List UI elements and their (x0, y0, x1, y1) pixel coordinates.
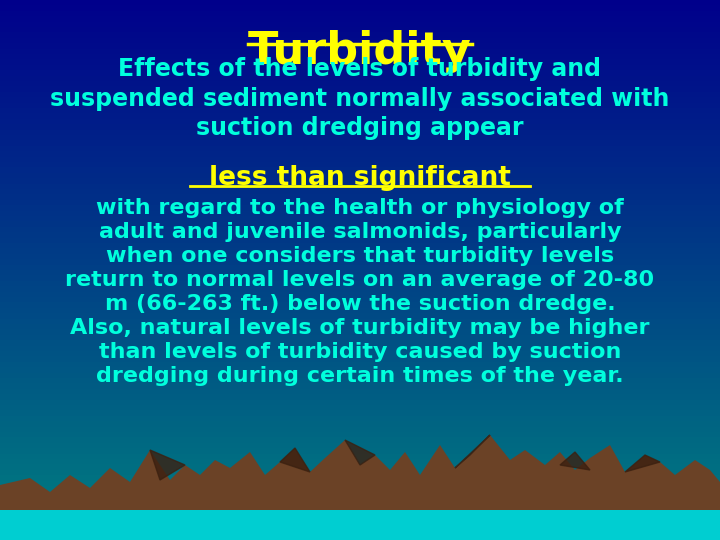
Text: Effects of the levels of turbidity and
suspended sediment normally associated wi: Effects of the levels of turbidity and s… (50, 57, 670, 140)
Text: less than significant: less than significant (209, 165, 511, 191)
Bar (0, 510, 720, 540)
Polygon shape (280, 448, 310, 472)
Text: Turbidity: Turbidity (248, 30, 472, 73)
Polygon shape (150, 450, 185, 480)
Polygon shape (0, 435, 720, 540)
Text: with regard to the health or physiology of
adult and juvenile salmonids, particu: with regard to the health or physiology … (66, 198, 654, 386)
Polygon shape (345, 440, 375, 465)
Polygon shape (560, 452, 590, 470)
Polygon shape (455, 435, 490, 468)
Polygon shape (625, 455, 660, 472)
